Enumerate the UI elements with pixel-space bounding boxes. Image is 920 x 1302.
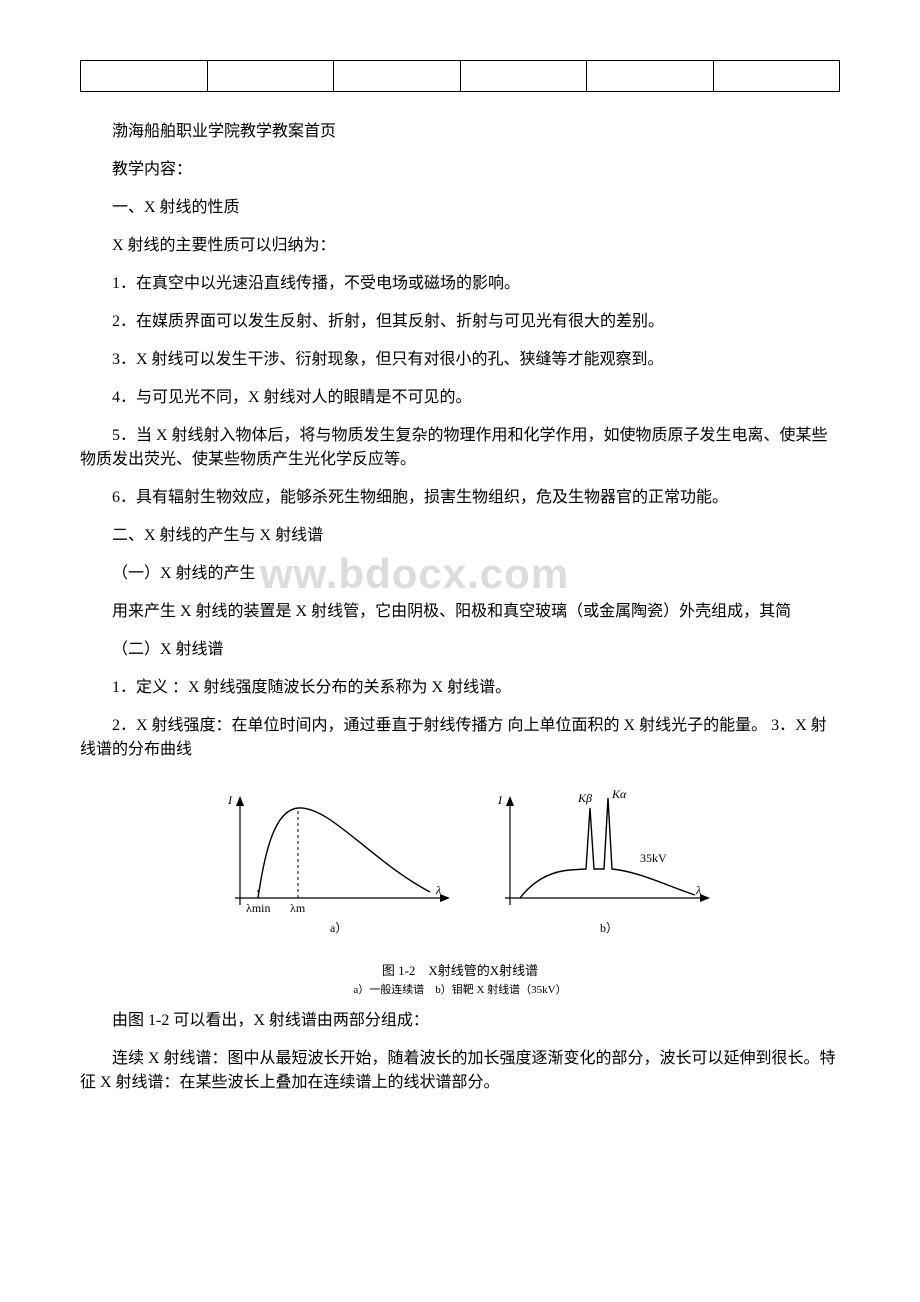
heading-1: 一、X 射线的性质 — [80, 196, 840, 220]
header-cell — [460, 61, 587, 92]
paragraph-after-fig-1: 由图 1-2 可以看出，X 射线谱由两部分组成： — [80, 1009, 840, 1033]
list1-item: 6．具有辐射生物效应，能够杀死生物细胞，损害生物组织，危及生物器官的正常功能。 — [80, 486, 840, 510]
heading-2: 二、X 射线的产生与 X 射线谱 — [80, 524, 840, 548]
paragraph-after-fig-2: 连续 X 射线谱：图中从最短波长开始，随着波长的加长强度逐渐变化的部分，波长可以… — [80, 1047, 840, 1095]
figure-caption: 图 1-2 X射线管的X射线谱 a）一般连续谱 b）钼靶 X 射线谱（35kV） — [80, 961, 840, 999]
page-title: 渤海船舶职业学院教学教案首页 — [80, 120, 840, 144]
list1-item: 5．当 X 射线射入物体后，将与物质发生复杂的物理作用和化学作用，如使物质原子发… — [80, 424, 840, 472]
panel-b: I λ Kβ Kα 35kV b） — [497, 787, 710, 935]
list1-item: 2．在媒质界面可以发生反射、折射，但其反射、折射与可见光有很大的差别。 — [80, 310, 840, 334]
characteristic-curve — [520, 798, 695, 898]
page-root: 渤海船舶职业学院教学教案首页 教学内容： 一、X 射线的性质 X 射线的主要性质… — [0, 0, 920, 1149]
panel-b-sublabel: b） — [600, 921, 618, 935]
heading-2-2: （二）X 射线谱 — [80, 638, 840, 662]
header-cell — [207, 61, 334, 92]
annotation-35kv: 35kV — [640, 851, 667, 865]
list1-item: 1．在真空中以光速沿直线传播，不受电场或磁场的影响。 — [80, 272, 840, 296]
k-beta-label: Kβ — [577, 791, 592, 805]
x-axis-label: λ — [695, 883, 701, 897]
arrow-y-icon — [506, 796, 514, 806]
header-cell — [81, 61, 208, 92]
list1-item: 4．与可见光不同，X 射线对人的眼睛是不可见的。 — [80, 386, 840, 410]
figure-caption-sub: a）一般连续谱 b）钼靶 X 射线谱（35kV） — [80, 982, 840, 1000]
y-axis-label: I — [227, 793, 233, 807]
intro-paragraph: X 射线的主要性质可以归纳为： — [80, 234, 840, 258]
list2-item: 2．X 射线强度：在单位时间内，通过垂直于射线传播方 向上单位面积的 X 射线光… — [80, 714, 840, 762]
arrow-y-icon — [236, 796, 244, 806]
watermark-row: ww.bdocx.com （一）X 射线的产生 — [80, 562, 840, 586]
heading-2-1: （一）X 射线的产生 — [80, 562, 840, 586]
list1-item: 3．X 射线可以发生干涉、衍射现象，但只有对很小的孔、狭缝等才能观察到。 — [80, 348, 840, 372]
arrow-x-icon — [700, 894, 710, 902]
header-cell — [587, 61, 714, 92]
arrow-x-icon — [440, 894, 450, 902]
xray-spectrum-svg: I λ λmin λm a） I λ Kβ Kα 35kV b） — [200, 780, 720, 950]
header-blank-table — [80, 60, 840, 92]
x-axis-label: λ — [435, 883, 441, 897]
list2-item: 1．定义 ：X 射线强度随波长分布的关系称为 X 射线谱。 — [80, 676, 840, 700]
lambda-m-label: λm — [290, 901, 306, 915]
lambda-min-label: λmin — [246, 901, 271, 915]
k-alpha-label: Kα — [611, 787, 627, 801]
figure-caption-main: 图 1-2 X射线管的X射线谱 — [80, 961, 840, 982]
header-cell — [713, 61, 840, 92]
panel-a: I λ λmin λm a） — [227, 793, 450, 935]
y-axis-label: I — [497, 793, 503, 807]
section-teach-label: 教学内容： — [80, 158, 840, 182]
header-cell — [334, 61, 461, 92]
figure-1-2: I λ λmin λm a） I λ Kβ Kα 35kV b） — [80, 780, 840, 999]
paragraph-2-1: 用来产生 X 射线的装置是 X 射线管，它由阴极、阳极和真空玻璃（或金属陶瓷）外… — [80, 600, 840, 624]
continuous-curve — [258, 808, 430, 898]
panel-a-sublabel: a） — [330, 921, 347, 935]
